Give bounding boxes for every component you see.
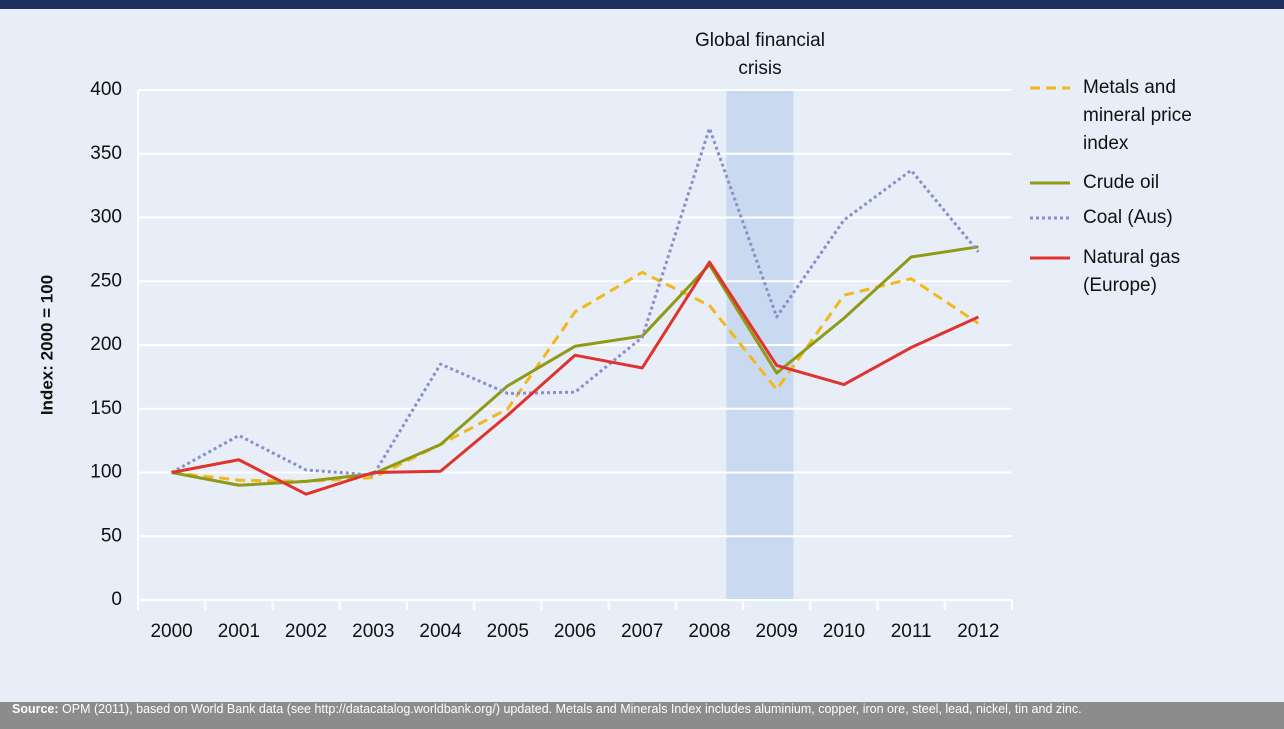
legend-label: Natural gas (Europe) bbox=[1083, 247, 1181, 296]
y-tick-label: 350 bbox=[90, 143, 122, 164]
y-axis-label: Index: 2000 = 100 bbox=[37, 275, 56, 415]
x-tick-label: 2002 bbox=[285, 621, 327, 642]
x-tick-label: 2007 bbox=[621, 621, 663, 642]
x-tick-label: 2001 bbox=[218, 621, 260, 642]
legend-label: Metals and mineral price index bbox=[1083, 77, 1192, 154]
x-tick-label: 2009 bbox=[756, 621, 798, 642]
y-tick-label: 0 bbox=[111, 589, 122, 610]
series-line bbox=[170, 126, 980, 477]
x-tick-label: 2005 bbox=[487, 621, 529, 642]
annotation: Global financial crisis bbox=[695, 30, 825, 79]
footer: Source: OPM (2011), based on World Bank … bbox=[0, 702, 1284, 729]
legend-label: Crude oil bbox=[1083, 172, 1160, 193]
series-line bbox=[171, 245, 979, 487]
y-tick-label: 250 bbox=[90, 270, 122, 291]
source-text: OPM (2011), based on World Bank data (se… bbox=[62, 702, 1082, 716]
x-tick-label: 2004 bbox=[419, 621, 462, 642]
x-tick-label: 2003 bbox=[352, 621, 394, 642]
y-tick-label: 150 bbox=[90, 398, 122, 419]
y-tick-label: 200 bbox=[90, 334, 122, 355]
x-tick-label: 2006 bbox=[554, 621, 596, 642]
y-tick-label: 400 bbox=[90, 79, 122, 100]
x-tick-label: 2008 bbox=[688, 621, 730, 642]
x-tick-label: 2011 bbox=[891, 621, 932, 642]
x-tick-label: 2010 bbox=[823, 621, 865, 642]
chart: 0 50 100 150 200 250 300 350 400 2000 2001 2002 2003… bbox=[37, 79, 1070, 642]
series-line bbox=[171, 260, 980, 496]
y-tick-label: 100 bbox=[90, 462, 122, 483]
x-tick-label: 2012 bbox=[957, 621, 999, 642]
y-tick-label: 50 bbox=[101, 525, 122, 546]
source-label: Source: bbox=[12, 702, 59, 716]
y-tick-label: 300 bbox=[90, 207, 122, 228]
legend-label: Coal (Aus) bbox=[1083, 207, 1173, 228]
header-band bbox=[0, 0, 1284, 9]
x-tick-label: 2000 bbox=[150, 621, 192, 642]
